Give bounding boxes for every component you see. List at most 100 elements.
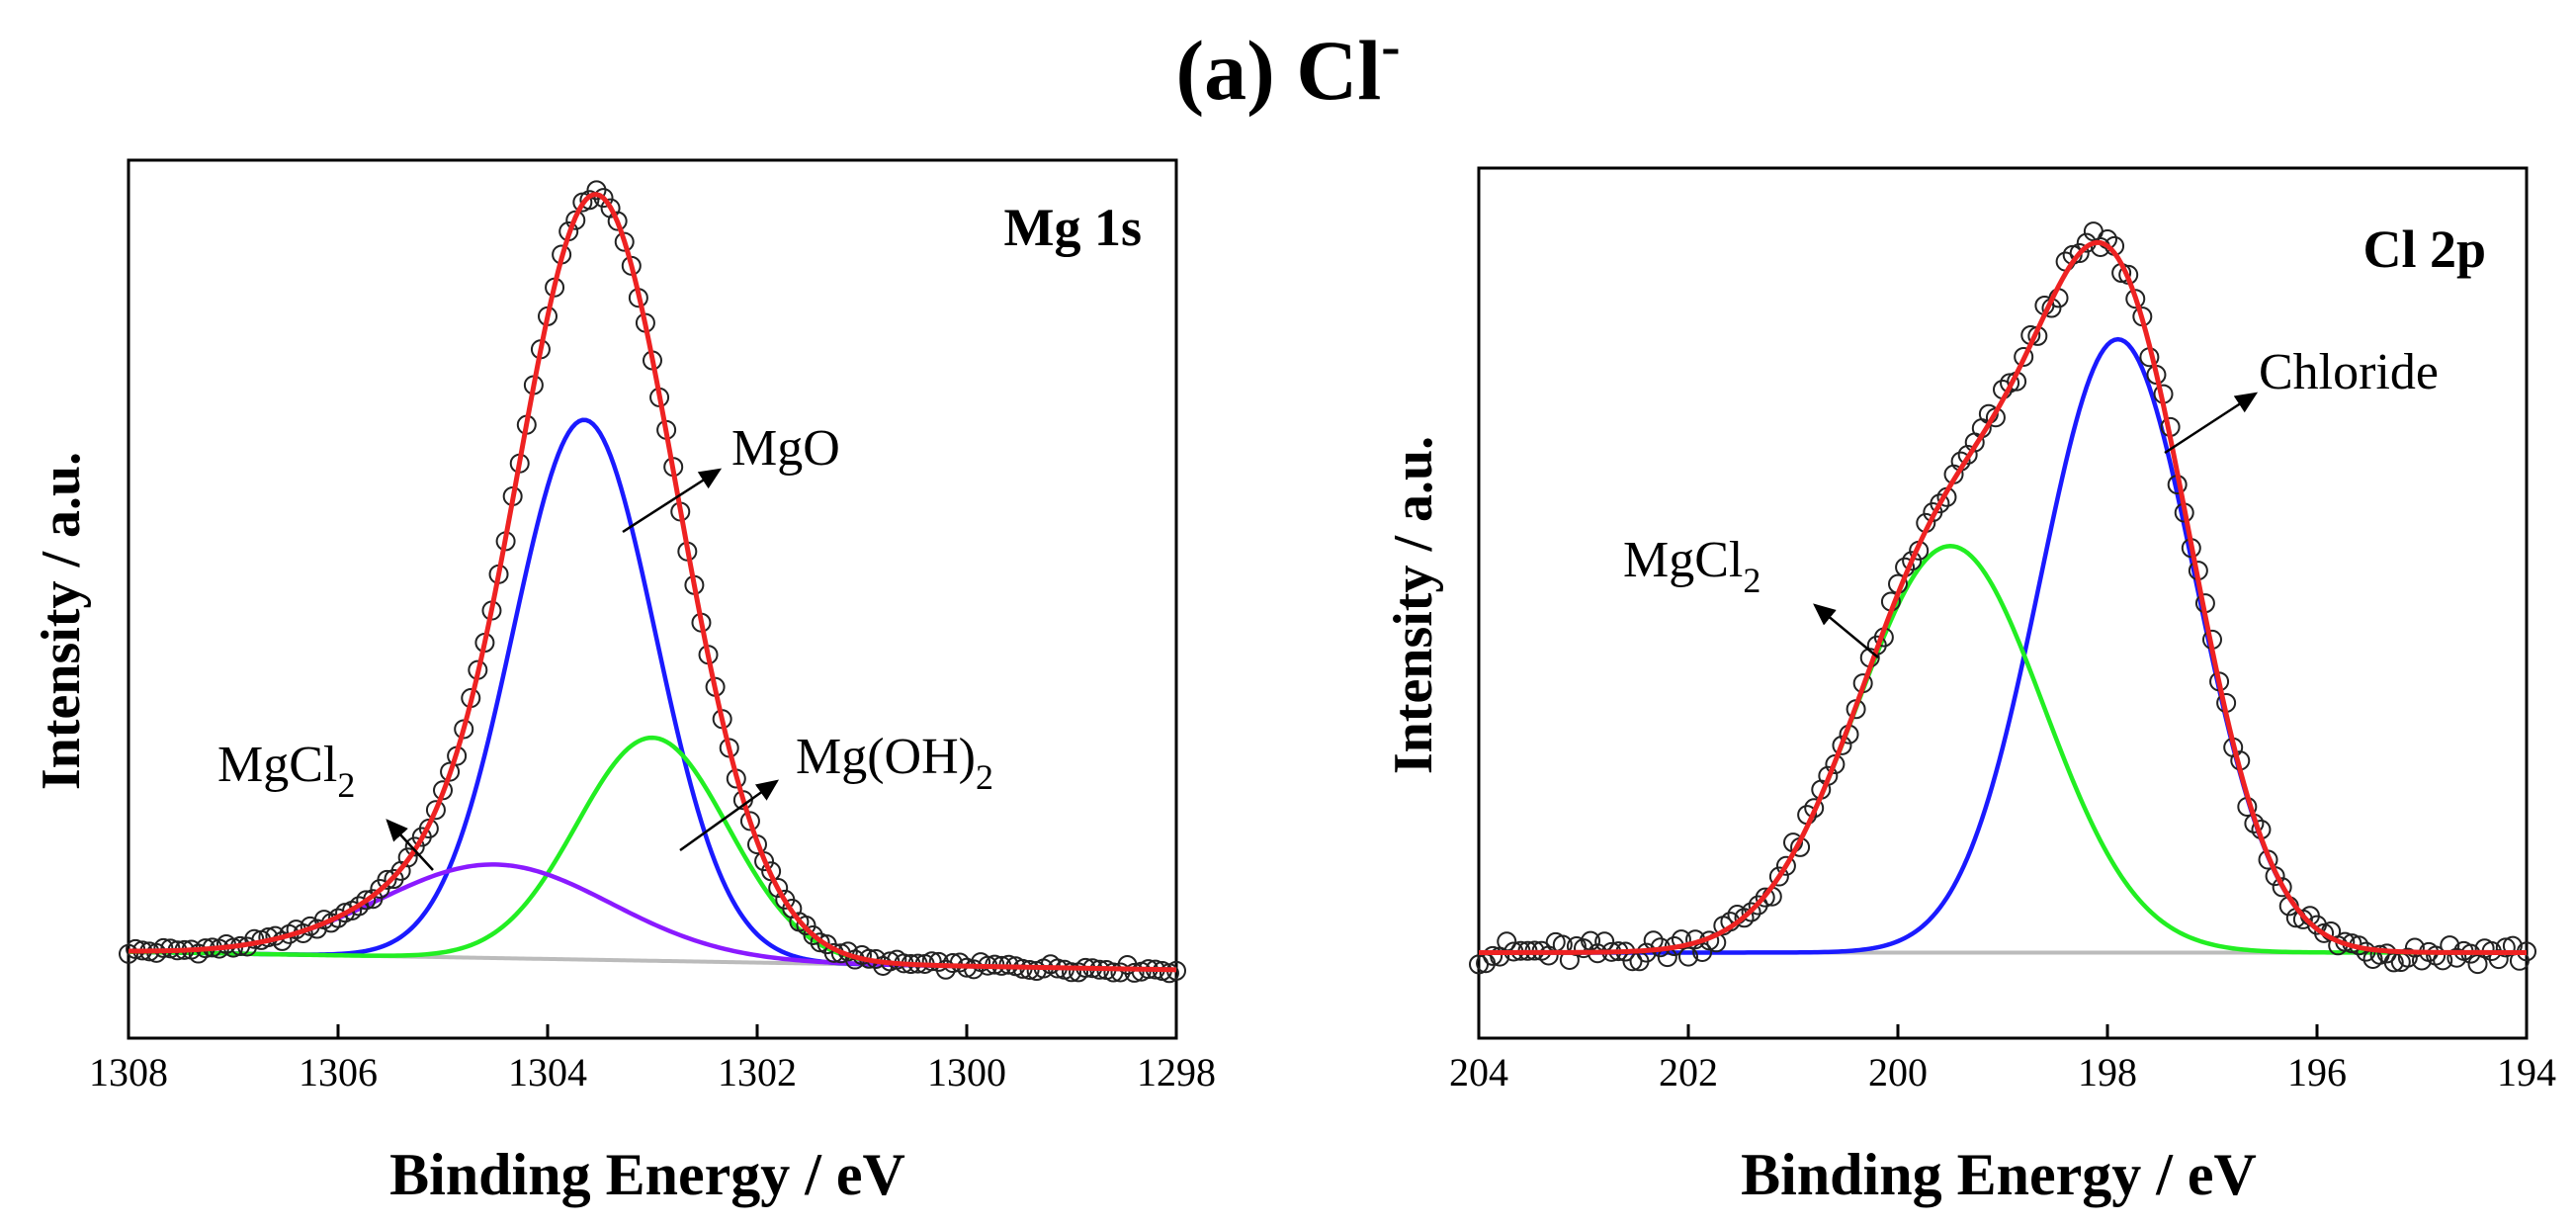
mg1s-data-point [377, 869, 397, 890]
cl2p-data-point [2125, 289, 2146, 309]
cl2p-x-tick-label: 194 [2497, 1050, 2556, 1095]
cl2p-mgcl2-arrow [1813, 603, 1879, 658]
cl2p-data-point [1755, 887, 1775, 908]
mg1s-data-point [1019, 959, 1040, 980]
cl2p-curves [1479, 336, 2527, 955]
mg1s-x-tick-label: 1298 [1137, 1050, 1216, 1095]
cl2p-panel-label: Cl 2p [2362, 219, 2486, 279]
mg1s-mgoh2-label-sub: 2 [976, 757, 993, 797]
cl2p-data-point [1902, 551, 1923, 571]
mg1s-mgcl2-label: MgCl2 [217, 737, 355, 805]
mg1s-mgcl2-label-text: MgCl [217, 737, 337, 793]
mg1s-plot-frame [127, 158, 1178, 1040]
mg1s-x-tick-label: 1300 [927, 1050, 1006, 1095]
mg1s-envelope-curve [129, 192, 1177, 973]
mg1s-curves [128, 417, 1177, 973]
cl2p-data-point [2495, 937, 2516, 958]
mg1s-data-point [1124, 962, 1145, 983]
mg1s-mgcl2-arrow [386, 819, 434, 871]
mg1s-panel: 1308 1306 1304 1302 1300 1298 Mg 1s Binding E… [31, 158, 1216, 1207]
mg1s-data-point [754, 851, 775, 872]
cl2p-data-point [1957, 444, 1978, 465]
cl2p-x-tick-label: 202 [1659, 1050, 1718, 1095]
mg1s-data-point [565, 210, 586, 230]
mg1s-x-axis-label: Binding Energy / eV [389, 1142, 905, 1207]
mg1s-data-point [739, 811, 760, 832]
cl2p-x-tick-label: 200 [1868, 1050, 1928, 1095]
mg1s-data-point [404, 836, 425, 857]
cl2p-data-point [2069, 243, 2090, 264]
figure-title-superscript: - [1381, 14, 1400, 78]
cl2p-data-point [2272, 877, 2292, 898]
mg1s-data-point [607, 211, 628, 231]
cl2p-data-point [2447, 947, 2467, 968]
cl2p-data-point [1832, 735, 1852, 755]
cl2p-data-point [1930, 493, 1950, 514]
cl2p-data-point [1678, 946, 1698, 967]
cl2p-x-tick-label: 198 [2078, 1050, 2137, 1095]
cl2p-data-point [1768, 866, 1789, 887]
mg1s-mgo-arrow [622, 468, 723, 534]
cl2p-panel: 204 202 200 198 196 194 Cl 2p Binding Energy … [1383, 166, 2556, 1207]
mg1s-mgo-label: MgO [731, 420, 840, 477]
mg1s-data-point [768, 878, 789, 899]
mg1s-mgcl2-label-sub: 2 [337, 765, 355, 805]
mg1s-mgo-fit-curve [128, 417, 1177, 973]
cl2p-data-point [1741, 902, 1761, 922]
cl2p-x-ticks: 204 202 200 198 196 194 [1449, 1024, 2556, 1095]
mg1s-data-point [593, 188, 614, 209]
mg1s-data-point [803, 924, 823, 945]
mg1s-data-point [964, 959, 985, 980]
mg1s-data-point [810, 932, 830, 953]
mg1s-data-point [425, 800, 446, 821]
cl2p-chloride-label: Chloride [2259, 344, 2439, 400]
cl2p-chloride-arrow [2164, 392, 2259, 455]
mg1s-x-tick-label: 1304 [508, 1050, 587, 1095]
cl2p-data-point [2314, 922, 2335, 943]
mg1s-data-point [796, 915, 816, 935]
mg1s-data-point [244, 928, 265, 949]
mg1s-data-point [153, 937, 174, 958]
mg1s-data-point [614, 231, 635, 252]
cl2p-chloride-label-text: Chloride [2259, 344, 2439, 400]
figure-title-main: (a) Cl [1175, 23, 1381, 118]
mg1s-panel-label: Mg 1s [1004, 198, 1142, 257]
cl2p-x-tick-label: 196 [2287, 1050, 2347, 1095]
cl2p-y-axis-label: Intensity / a.u. [1383, 436, 1444, 774]
cl2p-data-point [1692, 941, 1713, 962]
mg1s-mgo-label-text: MgO [731, 420, 840, 477]
figure-title: (a) Cl- [1175, 14, 1400, 118]
cl2p-x-axis-label: Binding Energy / eV [1741, 1142, 2257, 1207]
mg1s-data-points [119, 180, 1186, 984]
cl2p-data-point [1581, 930, 1601, 951]
mg1s-mgoh2-arrow [679, 779, 780, 852]
mg1s-data-point [363, 889, 384, 910]
mg1s-data-point [1110, 962, 1131, 983]
mg1s-data-point [942, 953, 963, 974]
cl2p-data-point [1483, 945, 1503, 966]
cl2p-data-point [1734, 908, 1755, 928]
mg1s-x-tick-label: 1302 [718, 1050, 797, 1095]
cl2p-chloride-fit-curve [1479, 336, 2527, 955]
mg1s-data-point [356, 890, 377, 911]
mg1s-x-tick-label: 1306 [299, 1050, 378, 1095]
cl2p-mgcl2-label-text: MgCl [1623, 532, 1743, 588]
mg1s-x-ticks: 1308 1306 1304 1302 1300 1298 [89, 1024, 1216, 1095]
cl2p-x-tick-label: 204 [1449, 1050, 1508, 1095]
cl2p-data-point [1775, 855, 1796, 876]
cl2p-plot-frame [1477, 166, 2529, 1040]
mg1s-x-tick-label: 1308 [89, 1050, 168, 1095]
mg1s-data-point [579, 190, 600, 211]
cl2p-data-point [1574, 938, 1593, 959]
cl2p-data-point [2014, 346, 2034, 367]
mg1s-data-point [397, 847, 418, 868]
cl2p-mgcl2-label: MgCl2 [1623, 532, 1760, 600]
mg1s-y-axis-label: Intensity / a.u. [31, 452, 92, 790]
cl2p-data-points [1469, 221, 2536, 975]
cl2p-data-point [2397, 947, 2418, 968]
cl2p-envelope-curve [1479, 239, 2527, 955]
mg1s-data-point [586, 180, 607, 201]
cl2p-mgcl2-label-sub: 2 [1743, 561, 1760, 600]
mg1s-mgoh2-label-text: Mg(OH) [796, 729, 976, 785]
